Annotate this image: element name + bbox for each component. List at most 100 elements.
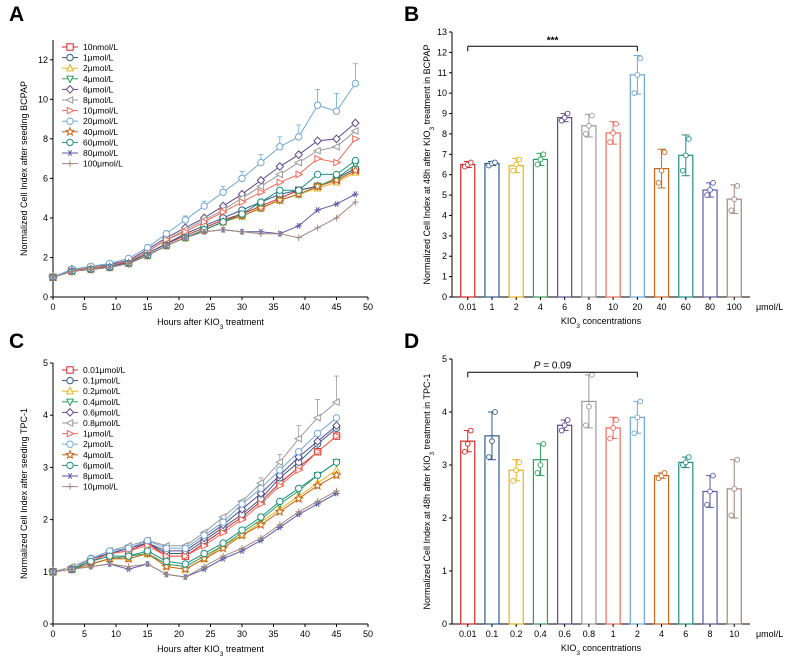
y-tick-label: 6 <box>43 173 48 183</box>
bar-group: 1 <box>605 416 621 639</box>
data-point <box>589 112 595 119</box>
y-tick-label: 1 <box>442 272 447 282</box>
bar-group: 4 <box>532 151 549 312</box>
data-point <box>313 136 322 146</box>
x-tick-label: 30 <box>237 629 247 639</box>
data-point <box>237 504 247 514</box>
legend-entry: 0.8μmol/L <box>83 418 121 428</box>
data-point <box>295 234 302 241</box>
data-point <box>143 243 152 252</box>
y-tick-label: 5 <box>442 190 447 200</box>
data-point <box>313 436 322 446</box>
data-point <box>637 55 644 62</box>
y-tick-label: 2 <box>43 252 48 262</box>
x-tick-label: 2 <box>514 302 519 312</box>
legend-marker <box>66 43 74 51</box>
legend-entry: 4μmol/L <box>83 74 114 84</box>
data-point <box>564 110 571 117</box>
data-point <box>274 506 285 517</box>
panel-letter-d: D <box>404 330 420 353</box>
bar <box>678 154 694 298</box>
data-point <box>162 230 171 238</box>
bar <box>678 461 694 625</box>
data-point <box>489 438 495 445</box>
bar-group: 0.6 <box>557 417 573 639</box>
bar-group: 6 <box>678 454 694 639</box>
data-point <box>124 552 133 560</box>
data-point <box>331 398 340 407</box>
y-tick-label: 8 <box>442 129 447 139</box>
data-point <box>731 486 738 492</box>
data-point <box>352 134 361 143</box>
data-point <box>219 528 228 537</box>
data-point <box>295 484 303 492</box>
x-tick-label: 1 <box>611 629 616 639</box>
bar <box>557 117 573 298</box>
data-point <box>333 432 342 441</box>
data-point <box>180 563 191 574</box>
data-point <box>313 471 322 479</box>
x-tick-label: 0.01 <box>459 629 477 639</box>
data-point <box>332 107 341 115</box>
data-point <box>332 170 341 179</box>
x-tick-label: 5 <box>82 302 87 312</box>
data-point <box>143 536 152 545</box>
data-point <box>256 182 265 191</box>
legend-entry: 100μmol/L <box>83 159 123 169</box>
data-point <box>125 260 132 267</box>
data-point <box>610 130 616 136</box>
data-point <box>314 206 321 214</box>
data-point <box>682 459 689 466</box>
data-point <box>313 170 322 179</box>
data-point <box>238 228 246 235</box>
bar-group: 0.1 <box>484 409 500 639</box>
bar <box>508 164 524 298</box>
legend-marker <box>65 63 75 72</box>
data-point <box>276 186 284 194</box>
bar <box>581 125 597 298</box>
data-point <box>125 563 132 570</box>
y-tick-label: 8 <box>43 134 48 144</box>
data-point <box>312 480 323 490</box>
legend-entry: 0.01μmol/L <box>83 365 125 375</box>
data-point <box>200 549 208 558</box>
data-point <box>314 154 323 163</box>
data-point <box>467 427 474 434</box>
bar-group: 0.4 <box>532 440 549 639</box>
x-axis-title: KIO3 concentrations <box>561 643 642 656</box>
data-point <box>350 126 359 135</box>
x-tick-label: 15 <box>142 629 152 639</box>
data-point <box>661 149 668 156</box>
x-tick-label: 15 <box>142 302 152 312</box>
x-tick-label: 40 <box>300 302 310 312</box>
legend-entry: 10μmol/L <box>83 482 118 492</box>
data-point <box>200 202 208 210</box>
data-point <box>219 539 227 547</box>
data-point <box>486 454 492 460</box>
data-point <box>332 421 341 431</box>
data-point <box>331 142 340 151</box>
data-point <box>295 170 304 179</box>
series-9 <box>49 458 341 576</box>
data-point <box>276 481 285 490</box>
y-tick-label: 5 <box>442 354 447 364</box>
data-point <box>257 513 265 521</box>
y-tick-label: 2 <box>442 251 447 261</box>
data-point <box>558 427 565 434</box>
x-tick-label: 60 <box>681 302 691 312</box>
bar-group: 100 <box>726 183 742 312</box>
bar-group: 0.8 <box>581 372 597 639</box>
data-point <box>106 552 114 560</box>
bar <box>460 440 476 625</box>
x-tick-label: 4 <box>538 302 543 312</box>
x-tick-label: 0.1 <box>486 629 499 639</box>
legend-marker <box>66 429 75 438</box>
y-tick-label: 4 <box>442 210 447 220</box>
x-tick-label: 35 <box>268 629 278 639</box>
legend-entry: 4μmol/L <box>83 450 114 460</box>
data-point <box>634 414 641 421</box>
data-point <box>182 552 191 561</box>
series-line <box>52 490 337 578</box>
legend-marker <box>66 472 74 480</box>
